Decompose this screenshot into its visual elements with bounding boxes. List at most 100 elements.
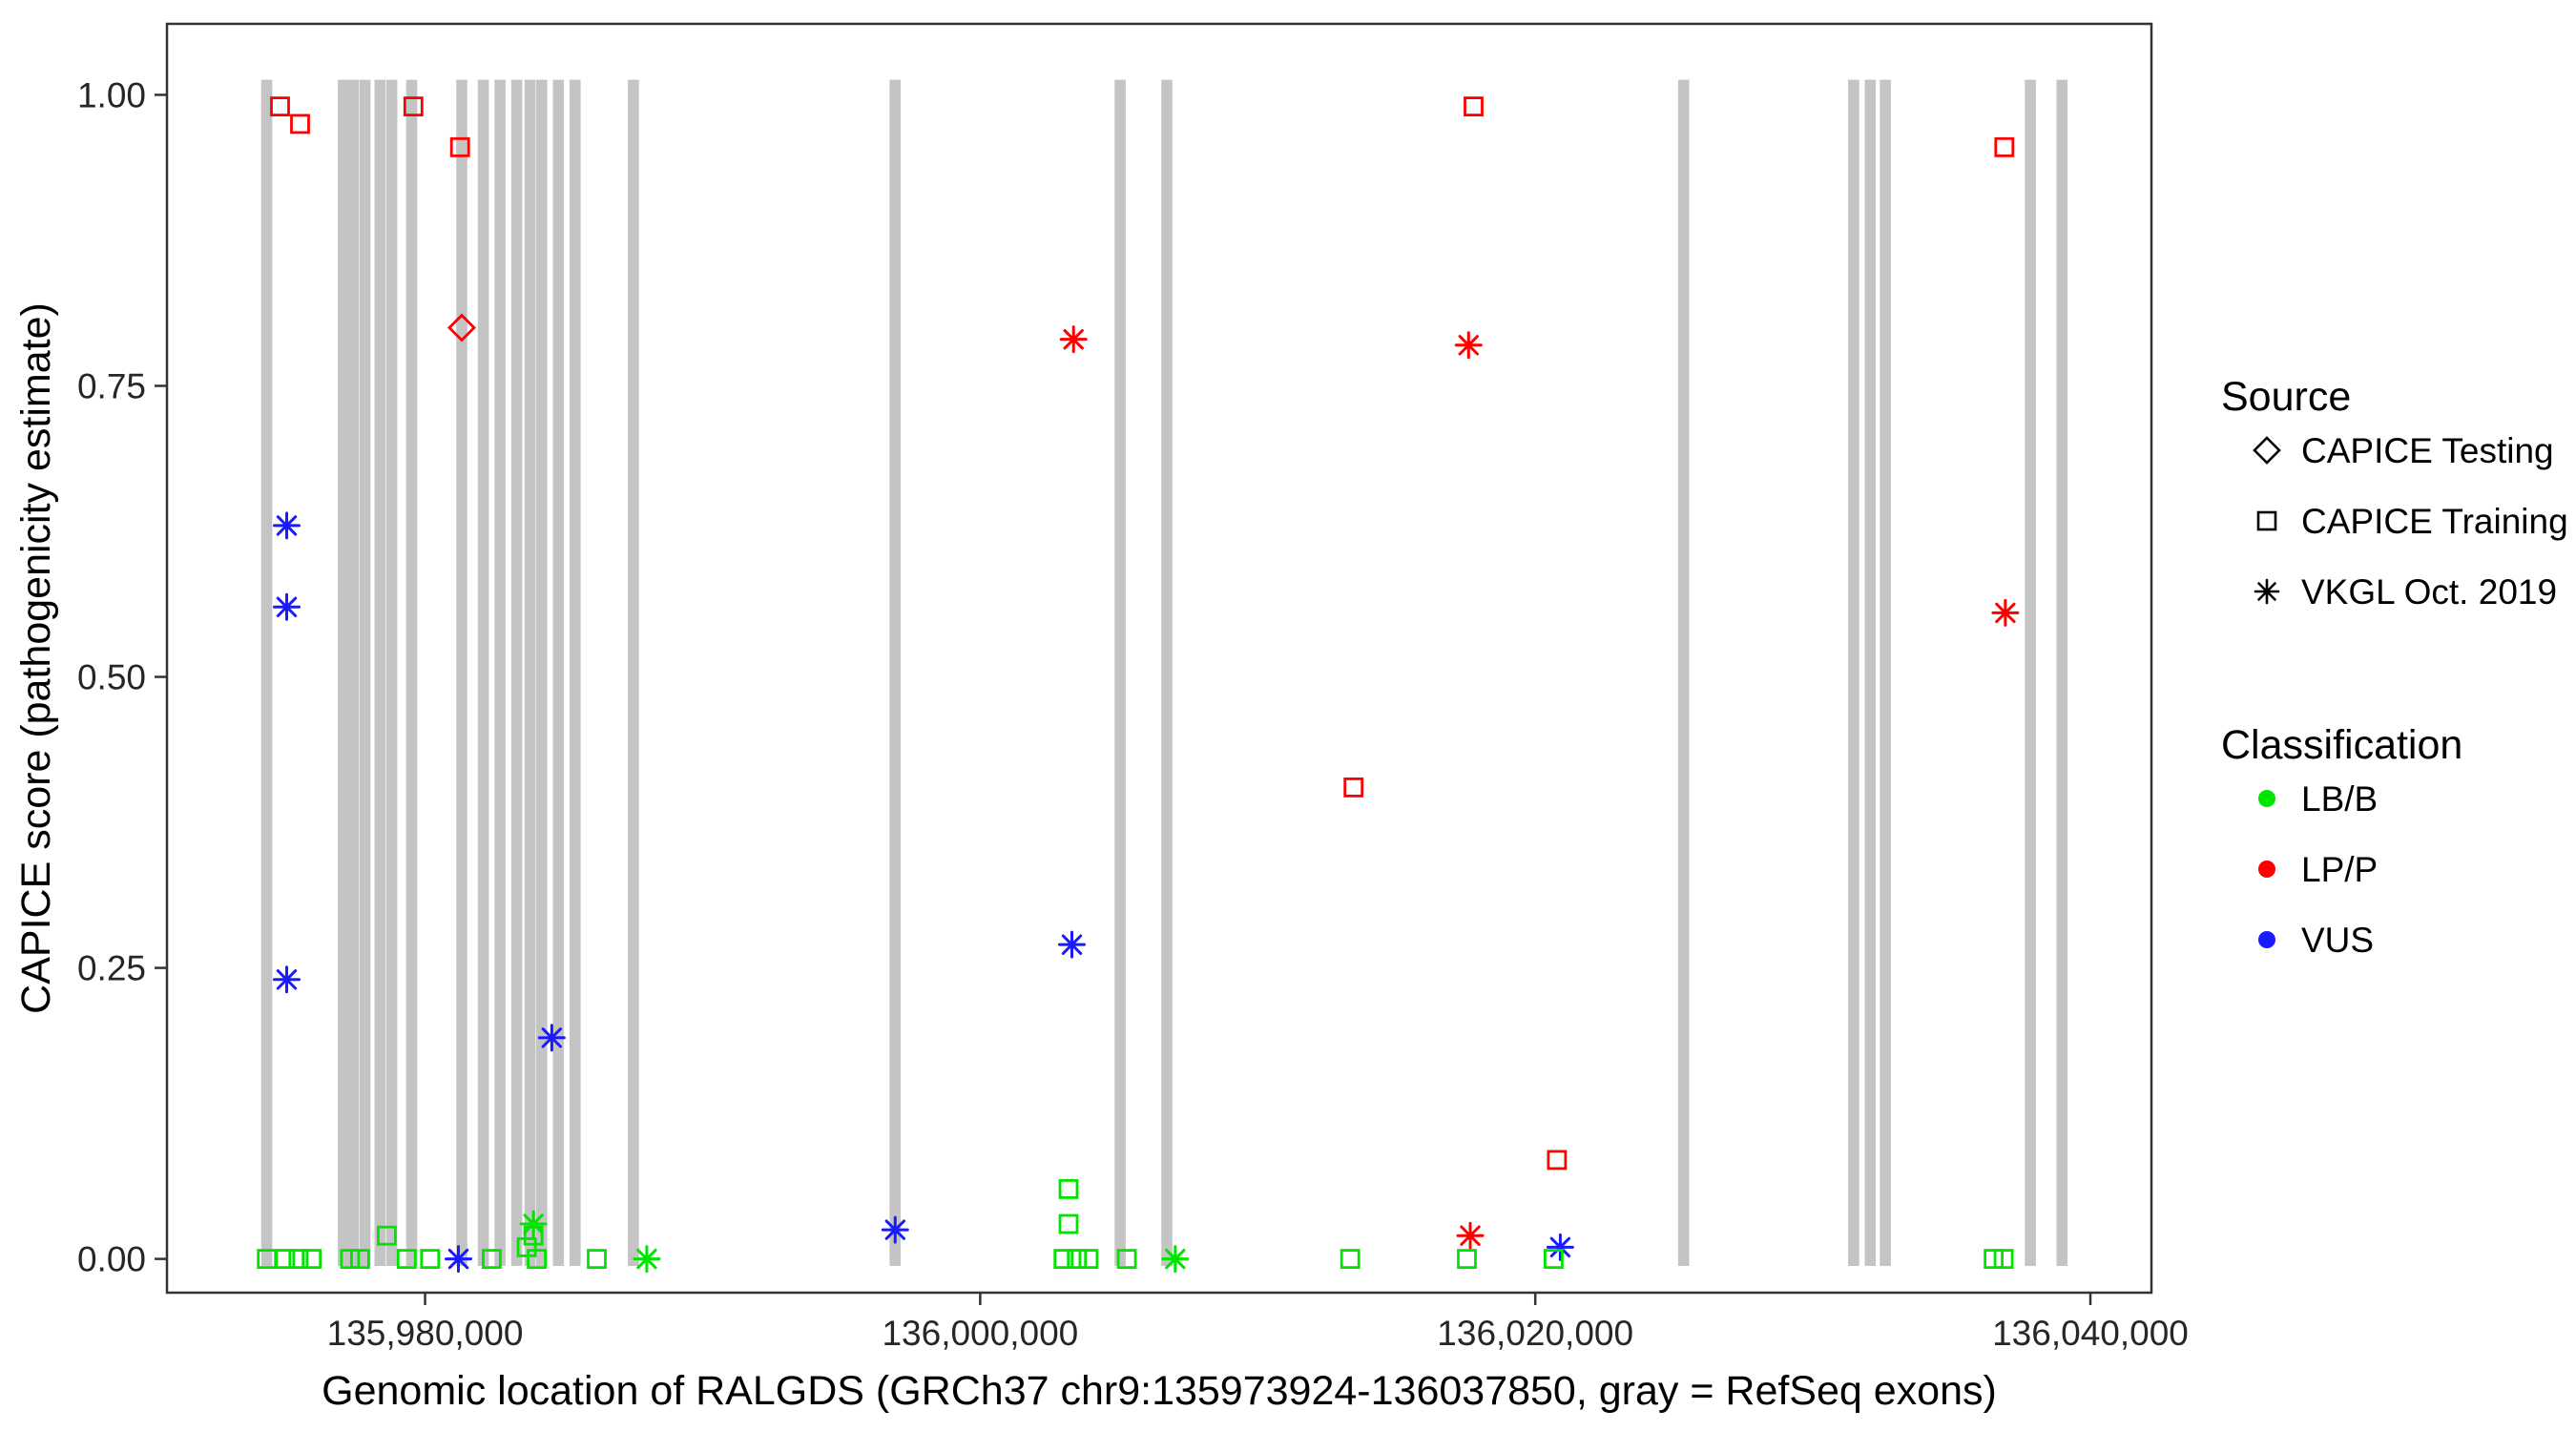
data-point-square	[1067, 1249, 1088, 1269]
data-point-square	[1340, 1249, 1361, 1269]
data-point-square	[301, 1249, 322, 1269]
x-axis: 135,980,000 136,000,000 136,020,000 136,040…	[327, 1293, 2189, 1353]
exon-bar	[260, 79, 273, 1267]
exon-bar	[552, 79, 565, 1267]
legend-classification-title: Classification	[2221, 722, 2462, 768]
y-axis-title: CAPICE score (pathogenicity estimate)	[13, 302, 59, 1014]
legend-item-label: CAPICE Testing	[2301, 431, 2554, 470]
legend: Source CAPICE Testing CAPICE Training VK…	[2221, 374, 2568, 960]
data-point-asterisk	[444, 1245, 472, 1274]
data-point-square	[1058, 1213, 1079, 1234]
data-point-square	[1116, 1249, 1137, 1269]
data-point-square	[1993, 1249, 2014, 1269]
data-point-square	[527, 1249, 547, 1269]
lbb-dot-icon	[2258, 790, 2275, 807]
data-point-square	[1994, 136, 2015, 157]
data-point-asterisk	[1456, 1221, 1485, 1250]
exon-bar	[536, 79, 548, 1267]
exon-bar	[456, 79, 467, 1267]
data-point-square	[449, 136, 470, 157]
y-axis: 0.00 0.25 0.50 0.75 1.00	[77, 75, 167, 1279]
data-point-asterisk	[273, 965, 301, 994]
exon-bar	[524, 79, 536, 1267]
y-tick-label: 0.00	[77, 1240, 146, 1279]
data-point-asterisk	[1991, 598, 2020, 627]
x-tick-label: 136,040,000	[1992, 1314, 2189, 1353]
exon-bar	[628, 79, 639, 1267]
data-point-square	[587, 1249, 607, 1269]
data-point-square	[403, 96, 424, 116]
data-point-asterisk	[881, 1215, 909, 1244]
exon-bar	[510, 79, 523, 1267]
data-point-square	[1544, 1249, 1564, 1269]
data-point-asterisk	[1454, 331, 1483, 360]
diamond-icon	[2253, 436, 2281, 465]
legend-item-label: CAPICE Training	[2301, 502, 2568, 541]
data-point-asterisk	[1057, 930, 1086, 959]
exon-bar	[385, 79, 398, 1267]
x-axis-title: Genomic location of RALGDS (GRCh37 chr9:…	[322, 1368, 1997, 1414]
legend-item-vus: VUS	[2258, 921, 2374, 960]
data-point-square	[349, 1249, 370, 1269]
x-tick-label: 135,980,000	[327, 1314, 524, 1353]
data-point-diamond	[447, 313, 476, 342]
data-point-square	[288, 1249, 309, 1269]
data-point-asterisk	[273, 592, 301, 621]
exon-bar	[570, 79, 581, 1267]
data-points-layer	[257, 96, 2020, 1274]
exon-bar	[2025, 79, 2036, 1267]
data-point-asterisk	[519, 1210, 548, 1238]
exon-bar	[359, 79, 371, 1267]
legend-item-label: VUS	[2301, 921, 2374, 960]
y-tick-label: 0.50	[77, 658, 146, 697]
data-point-square	[1457, 1249, 1477, 1269]
data-point-square	[1058, 1179, 1079, 1199]
exon-bar	[1848, 79, 1859, 1267]
plot-panel-border	[165, 22, 2153, 1295]
exon-bar	[1161, 79, 1173, 1267]
legend-item-lbb: LB/B	[2258, 779, 2378, 819]
data-point-square	[376, 1225, 397, 1246]
y-tick-label: 0.25	[77, 949, 146, 988]
y-tick-label: 0.75	[77, 366, 146, 405]
data-point-asterisk	[1161, 1245, 1190, 1274]
legend-item-lpp: LP/P	[2258, 850, 2378, 889]
x-tick-label: 136,000,000	[882, 1314, 1078, 1353]
exon-bar	[1114, 79, 1126, 1267]
legend-item-label: LB/B	[2301, 779, 2378, 819]
data-point-square	[275, 1249, 296, 1269]
legend-item-label: LP/P	[2301, 850, 2378, 889]
data-point-square	[420, 1249, 441, 1269]
data-point-square	[516, 1237, 537, 1257]
data-point-square	[340, 1249, 361, 1269]
exon-bar	[1880, 79, 1891, 1267]
exon-bar	[477, 79, 489, 1267]
data-point-square	[396, 1249, 417, 1269]
data-point-square	[523, 1225, 544, 1246]
vus-dot-icon	[2258, 931, 2275, 948]
data-point-asterisk	[273, 511, 301, 540]
exon-bar	[1677, 79, 1690, 1267]
square-icon	[2256, 510, 2277, 531]
exon-bar	[338, 79, 349, 1267]
exon-bar	[347, 79, 360, 1267]
data-point-square	[1053, 1249, 1074, 1269]
exon-bar	[374, 79, 386, 1267]
legend-item-vkgl: VKGL Oct. 2019	[2254, 572, 2557, 612]
exon-bar	[2056, 79, 2068, 1267]
data-point-square	[1547, 1150, 1568, 1171]
data-point-square	[481, 1249, 502, 1269]
exon-bar	[405, 79, 418, 1267]
lpp-dot-icon	[2258, 861, 2275, 878]
data-point-asterisk	[633, 1245, 661, 1274]
data-point-asterisk	[1059, 325, 1088, 354]
legend-item-capice-training: CAPICE Training	[2256, 502, 2568, 541]
data-point-square	[1464, 96, 1484, 116]
data-point-square	[290, 114, 310, 135]
data-point-asterisk	[537, 1024, 566, 1052]
data-point-square	[1343, 778, 1364, 798]
data-point-square	[1078, 1249, 1099, 1269]
asterisk-icon	[2254, 578, 2280, 605]
legend-source-title: Source	[2221, 374, 2351, 420]
